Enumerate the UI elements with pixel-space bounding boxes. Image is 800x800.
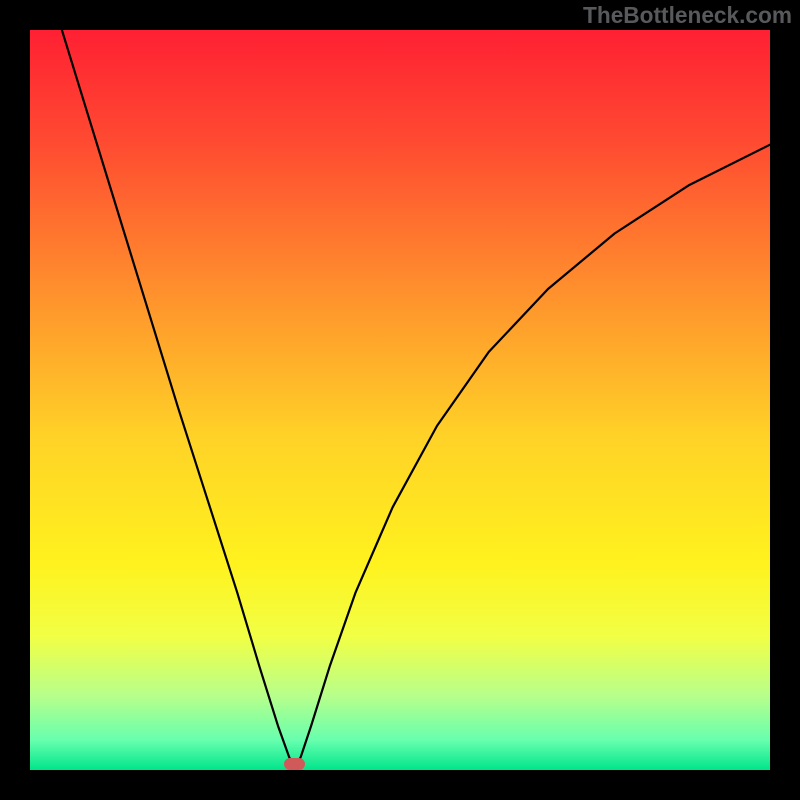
plot-area <box>30 30 770 770</box>
watermark-text: TheBottleneck.com <box>583 2 792 29</box>
optimum-marker <box>284 758 305 770</box>
bottleneck-curve <box>30 30 770 770</box>
chart-canvas: TheBottleneck.com <box>0 0 800 800</box>
